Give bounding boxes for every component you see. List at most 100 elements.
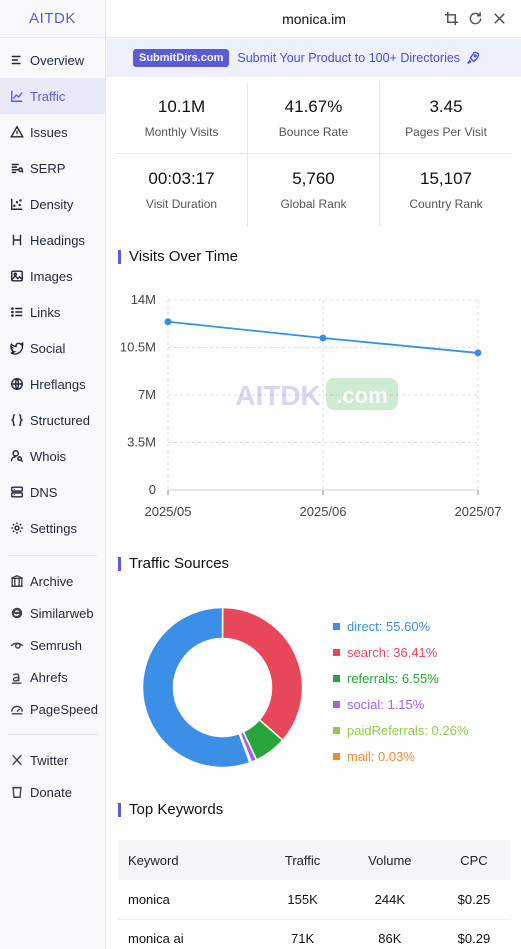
table-row[interactable]: monica ai 71K 86K $0.29 (118, 919, 510, 949)
legend-item-mail[interactable]: mail: 0.03% (333, 743, 468, 769)
column-header[interactable]: Traffic (263, 840, 342, 880)
archive-icon (10, 574, 24, 588)
section-title-text: Traffic Sources (129, 555, 230, 572)
serp-icon (10, 161, 24, 175)
legend-item-search[interactable]: search: 36.41% (333, 639, 468, 665)
density-icon (10, 197, 24, 211)
legend-label: search: 36.41% (347, 644, 438, 660)
sidebar-link-similarweb[interactable]: Similarweb (0, 597, 105, 629)
visits-data-point (164, 318, 172, 326)
watermark-suffix: .com (336, 383, 387, 408)
sidebar-item-label: Traffic (30, 88, 66, 104)
y-tick-label: 0 (149, 482, 156, 497)
legend-item-social[interactable]: social: 1.15% (333, 691, 468, 717)
list-icon (10, 53, 24, 67)
sidebar-divider (8, 734, 97, 735)
legend-swatch (333, 726, 340, 734)
stat-card: 41.67% Bounce Rate (248, 83, 380, 154)
sidebar-item-settings[interactable]: Settings (0, 510, 105, 546)
y-tick-label: 10.5M (120, 340, 156, 355)
stat-value: 10.1M (157, 97, 206, 116)
sidebar-link-archive[interactable]: Archive (0, 565, 105, 597)
sidebar-link-ahrefs[interactable]: Ahrefs (0, 661, 105, 693)
sidebar: AITDK Overview Traffic Issues SERP Density He… (0, 0, 106, 949)
column-header[interactable]: Volume (341, 840, 438, 880)
legend-swatch (333, 622, 340, 630)
pagespeed-icon (10, 702, 24, 716)
legend-swatch (333, 648, 340, 656)
donut-slice-direct[interactable] (141, 606, 251, 769)
crop-icon[interactable] (444, 11, 459, 26)
external-links: Archive Similarweb Semrush Ahrefs PageSpeed (0, 565, 105, 725)
sidebar-item-issues[interactable]: Issues (0, 114, 105, 150)
watermark-pill (326, 378, 398, 410)
stat-value: 3.45 (429, 97, 463, 116)
globe-icon (10, 377, 24, 391)
legend-label: mail: 0.03% (347, 748, 415, 764)
sidebar-item-label: Settings (30, 520, 77, 536)
column-header[interactable]: CPC (437, 840, 510, 880)
sidebar-item-links[interactable]: Links (0, 294, 105, 330)
sidebar-item-social[interactable]: Social (0, 330, 105, 366)
sidebar-link-label: Twitter (30, 752, 69, 768)
sidebar-item-label: DNS (30, 484, 58, 500)
legend-item-paidreferrals[interactable]: paidReferrals: 0.26% (333, 717, 468, 743)
section-title-sources: Traffic Sources (118, 555, 229, 572)
stat-value: 00:03:17 (148, 169, 215, 188)
stat-label: Monthly Visits (144, 125, 219, 139)
sidebar-item-headings[interactable]: Headings (0, 222, 105, 258)
sidebar-link-label: Semrush (30, 637, 83, 653)
table-header-row: Keyword Traffic Volume CPC (118, 840, 510, 880)
table-row[interactable]: monica 155K 244K $0.25 (118, 880, 510, 920)
sidebar-link-donate[interactable]: Donate (0, 776, 105, 808)
column-header[interactable]: Keyword (118, 840, 264, 880)
donut-slice-mail[interactable] (238, 732, 251, 764)
sidebar-link-pagespeed[interactable]: PageSpeed (0, 693, 105, 725)
refresh-icon[interactable] (468, 11, 483, 26)
cup-icon (10, 785, 24, 799)
sidebar-item-traffic[interactable]: Traffic (0, 78, 105, 114)
sidebar-link-label: Ahrefs (30, 669, 68, 685)
heading-icon (10, 233, 24, 247)
sidebar-link-label: PageSpeed (30, 701, 98, 717)
banner-badge: SubmitDirs.com (133, 49, 230, 67)
section-accent (118, 249, 121, 264)
donut-slice-search[interactable] (221, 606, 304, 742)
sidebar-item-structured[interactable]: Structured (0, 402, 105, 438)
sidebar-item-density[interactable]: Density (0, 186, 105, 222)
legend-label: paidReferrals: 0.26% (347, 722, 469, 738)
sidebar-link-label: Archive (30, 573, 74, 589)
stat-label: Pages Per Visit (405, 125, 487, 139)
sidebar-item-dns[interactable]: DNS (0, 474, 105, 510)
sidebar-item-serp[interactable]: SERP (0, 150, 105, 186)
sidebar-divider (8, 555, 97, 556)
x-tick-label: 2025/07 (455, 504, 502, 519)
rocket-icon (466, 51, 480, 65)
sidebar-link-twitter[interactable]: Twitter (0, 744, 105, 776)
close-icon[interactable] (492, 11, 507, 26)
server-icon (10, 485, 24, 499)
stat-card: 3.45 Pages Per Visit (380, 83, 512, 154)
sidebar-item-images[interactable]: Images (0, 258, 105, 294)
image-icon (10, 269, 24, 283)
legend-label: referrals: 6.55% (347, 670, 439, 686)
section-accent (118, 802, 121, 817)
stats-grid: 10.1M Monthly Visits 41.67% Bounce Rate 3.45… (116, 83, 512, 226)
legend-item-direct[interactable]: direct: 55.60% (333, 613, 468, 639)
table-cell: 155K (263, 880, 342, 920)
legend-swatch (333, 700, 340, 708)
warning-icon (10, 125, 24, 139)
sidebar-item-overview[interactable]: Overview (0, 42, 105, 78)
promo-banner[interactable]: SubmitDirs.com Submit Your Product to 10… (107, 39, 521, 77)
brand-logo[interactable]: AITDK (0, 0, 105, 38)
legend-swatch (333, 674, 340, 682)
header: monica.im (107, 0, 521, 38)
sidebar-item-label: Links (30, 304, 61, 320)
ahrefs-icon (10, 670, 24, 684)
sidebar-link-semrush[interactable]: Semrush (0, 629, 105, 661)
sidebar-item-hreflangs[interactable]: Hreflangs (0, 366, 105, 402)
legend-item-referrals[interactable]: referrals: 6.55% (333, 665, 468, 691)
sidebar-item-whois[interactable]: Whois (0, 438, 105, 474)
x-tick-label: 2025/06 (300, 504, 347, 519)
legend-swatch (333, 752, 340, 760)
